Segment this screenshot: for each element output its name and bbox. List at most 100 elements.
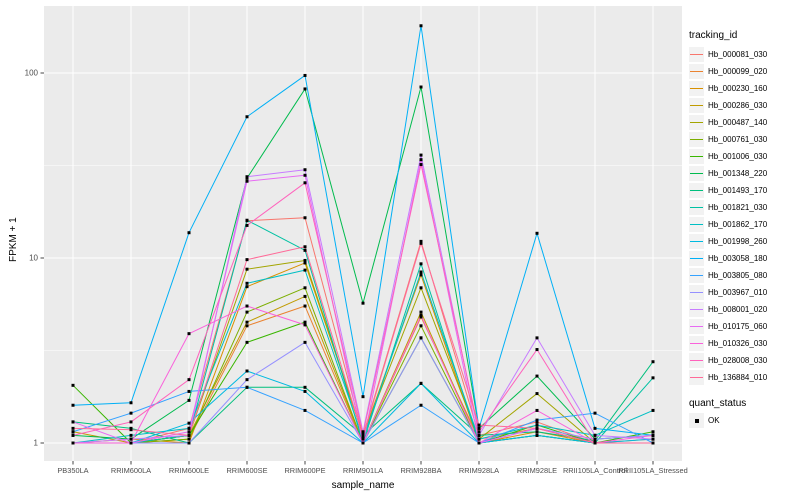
data-point (535, 348, 539, 352)
data-point (245, 179, 249, 183)
data-point (129, 401, 133, 405)
x-tick-label: RRIM600LA (111, 466, 151, 475)
data-point (187, 421, 191, 425)
legend-item-Hb_003058_180: Hb_003058_180 (689, 250, 799, 267)
data-point (303, 181, 307, 185)
data-point (303, 216, 307, 220)
data-point (245, 340, 249, 344)
data-point (129, 411, 133, 415)
x-tick-label: RRIM600LE (169, 466, 209, 475)
data-point (535, 231, 539, 235)
data-point (245, 304, 249, 308)
data-point (419, 273, 423, 277)
legend-line-icon (690, 189, 703, 192)
data-point (71, 441, 75, 445)
data-point (419, 270, 423, 274)
legend-line-icon (690, 325, 703, 328)
data-point (535, 430, 539, 434)
data-point (535, 420, 539, 424)
data-point (303, 408, 307, 412)
x-axis: PB350LA RRIM600LA RRIM600LE RRIM600SE RRIM60… (57, 461, 688, 475)
legend-item-Hb_010326_030: Hb_010326_030 (689, 335, 799, 352)
legend-key (689, 183, 704, 198)
data-point (303, 294, 307, 298)
data-point (245, 115, 249, 119)
data-point (535, 374, 539, 378)
legend-item-Hb_136884_010: Hb_136884_010 (689, 369, 799, 386)
data-point (187, 332, 191, 336)
data-point (419, 163, 423, 167)
data-point (419, 403, 423, 407)
y-axis: 1 10 100 (25, 69, 44, 448)
data-point (535, 392, 539, 396)
legend-key (689, 319, 704, 334)
legend-line-icon (690, 53, 703, 56)
data-point (419, 286, 423, 290)
data-point (187, 398, 191, 402)
legend-label: Hb_003805_080 (708, 271, 768, 280)
data-point (129, 441, 133, 445)
data-point (187, 231, 191, 235)
data-point (187, 426, 191, 430)
data-point (593, 437, 597, 441)
data-point (651, 437, 655, 441)
data-point (245, 369, 249, 373)
data-point (187, 441, 191, 445)
legend-item-Hb_008001_020: Hb_008001_020 (689, 301, 799, 318)
data-point (593, 411, 597, 415)
legend-key (689, 353, 704, 368)
legend-label-ok: OK (708, 416, 720, 425)
data-point (419, 85, 423, 89)
legend-item-Hb_001006_030: Hb_001006_030 (689, 148, 799, 165)
legend-item-Hb_000099_020: Hb_000099_020 (689, 63, 799, 80)
data-point (419, 153, 423, 157)
data-point (245, 281, 249, 285)
legend-line-icon (690, 87, 703, 90)
legend-key (689, 132, 704, 147)
legend-line-icon (690, 257, 703, 260)
data-point (303, 286, 307, 290)
data-point (245, 324, 249, 328)
x-tick-label: RRIM600SE (226, 466, 267, 475)
data-point (651, 360, 655, 364)
legend-label: Hb_001998_260 (708, 237, 768, 246)
data-point (419, 315, 423, 319)
ok-square-icon (694, 418, 699, 423)
legend-key (689, 217, 704, 232)
x-tick-label: RRIM600PE (284, 466, 325, 475)
legend-line-icon (690, 104, 703, 107)
x-tick-label: PB350LA (57, 466, 88, 475)
legend-label: Hb_010175_060 (708, 322, 768, 331)
data-point (187, 430, 191, 434)
legend-line-icon (690, 70, 703, 73)
legend-label: Hb_001493_170 (708, 186, 768, 195)
legend-key (689, 47, 704, 62)
data-point (419, 310, 423, 314)
legend-title-quant-status: quant_status (689, 398, 747, 409)
x-tick-label: RRIM901LA (343, 466, 383, 475)
data-point (593, 426, 597, 430)
legend-key (689, 234, 704, 249)
legend-label: Hb_003058_180 (708, 254, 768, 263)
data-point (477, 430, 481, 434)
data-points (71, 24, 655, 445)
data-point (303, 87, 307, 91)
data-point (361, 432, 365, 436)
data-point (303, 73, 307, 77)
data-point (187, 437, 191, 441)
data-point (71, 420, 75, 424)
data-point (593, 439, 597, 443)
data-point (245, 258, 249, 262)
data-point (245, 310, 249, 314)
data-point (303, 168, 307, 172)
x-tick-label: RRII105LA_Control (563, 466, 627, 475)
data-point (419, 239, 423, 243)
data-point (187, 433, 191, 437)
data-point (245, 175, 249, 179)
legend-key (689, 413, 704, 428)
data-point (71, 433, 75, 437)
data-point (303, 173, 307, 177)
legend-key (689, 166, 704, 181)
data-point (477, 437, 481, 441)
legend-line-icon (690, 240, 703, 243)
